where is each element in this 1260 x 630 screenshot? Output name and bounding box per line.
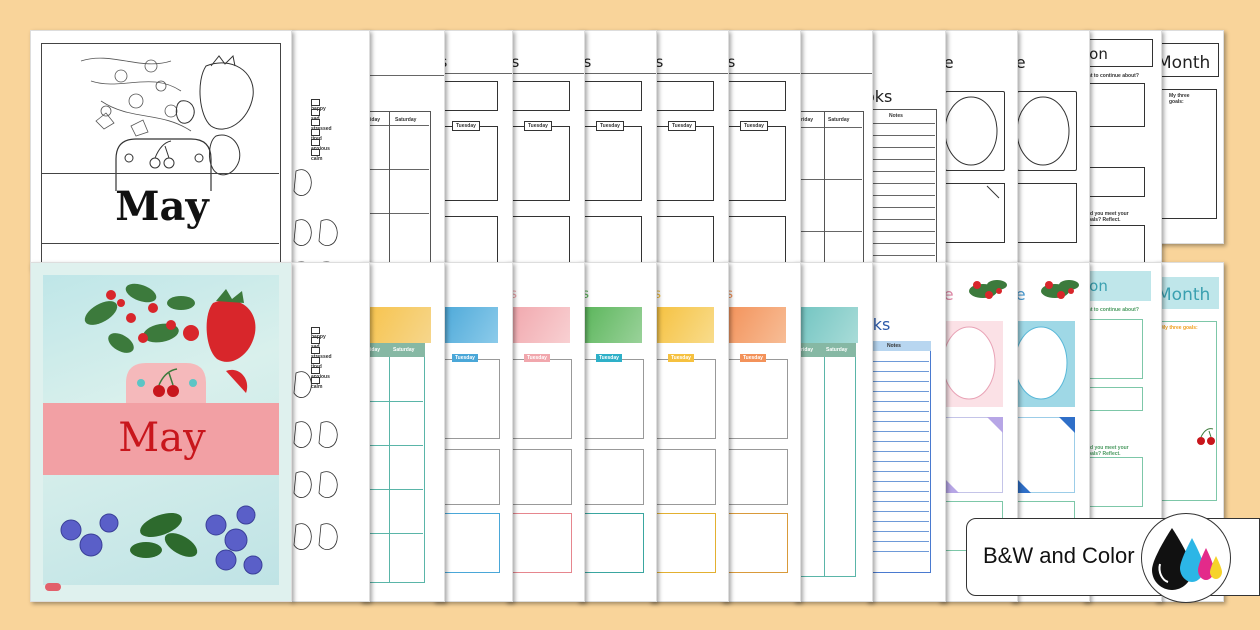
corner-decoration xyxy=(943,417,1003,493)
notes-header: Notes xyxy=(889,113,903,119)
ink-drops-icon xyxy=(1141,513,1231,603)
mood-calm: calm xyxy=(311,156,323,162)
tuesday-tag: Tuesday xyxy=(668,354,694,362)
big-strawberry-sketch xyxy=(199,62,254,130)
month-title: Month xyxy=(1157,53,1211,73)
bw-month-page[interactable]: Month My three goals: xyxy=(1154,30,1224,244)
mood-anxious: anxious xyxy=(311,146,330,152)
bw-space-page-1[interactable]: ce xyxy=(938,30,1018,270)
color-week-page[interactable]: Friday Saturday xyxy=(360,262,445,602)
saturday-header: Saturday xyxy=(395,117,417,123)
reflection-title: ion xyxy=(1085,45,1108,63)
bw-and-color-badge: B&W and Color xyxy=(966,513,1260,603)
bw-cover-page[interactable]: May xyxy=(30,30,292,270)
mood-calm: calm xyxy=(311,384,323,390)
mood-stressed: stressed xyxy=(311,126,332,132)
month-title: Month xyxy=(1157,285,1211,305)
bw-weekend-page[interactable]: Friday Saturday xyxy=(793,30,873,270)
blueberries-illustration xyxy=(60,505,263,575)
cover-month-title: May xyxy=(115,183,209,230)
tuesday-tag: Tuesday xyxy=(524,121,552,131)
bw-plans-page-4[interactable]: ns Tuesday xyxy=(649,30,729,270)
cherry-arch xyxy=(126,363,206,418)
cherries-icon xyxy=(1197,428,1215,445)
bw-week-page[interactable]: Friday Saturday xyxy=(360,30,445,270)
bw-books-page[interactable]: oks Notes xyxy=(866,30,946,270)
bw-plans-page-5[interactable]: ns Tuesday xyxy=(721,30,801,270)
continue-prompt: ant to continue about? xyxy=(1085,307,1139,313)
strawberry-doodles xyxy=(293,169,338,269)
bw-space-page-2[interactable]: ce xyxy=(1010,30,1090,270)
books-title: oks xyxy=(866,87,893,106)
tuesday-tag: Tuesday xyxy=(740,121,768,131)
cover-month-band xyxy=(43,403,279,475)
strawberry-plant-sketch xyxy=(80,54,254,191)
corner-decoration xyxy=(1015,417,1075,493)
mood-anxious: anxious xyxy=(311,374,330,380)
continue-prompt: ant to continue about? xyxy=(1085,73,1139,79)
badge-label: B&W and Color xyxy=(983,543,1135,568)
ink-drops-icon-svg xyxy=(1152,528,1222,590)
saturday-header: Saturday xyxy=(828,117,850,123)
notes-header: Notes xyxy=(887,343,901,349)
cherries-icon xyxy=(153,368,179,397)
meet-goals-prompt: Did you meet your goals? Reflect. xyxy=(1085,445,1129,457)
color-weekend-page[interactable]: Friday Saturday xyxy=(793,262,873,602)
meet-goals-prompt: Did you meet your goals? Reflect. xyxy=(1085,211,1129,223)
large-strawberry-icon xyxy=(206,289,256,362)
saturday-header: Saturday xyxy=(393,347,415,353)
bw-plans-page-2[interactable]: ns Tuesday xyxy=(505,30,585,270)
color-plans-page-3[interactable]: ns Tuesday xyxy=(577,262,657,602)
cover-month-title: May xyxy=(118,415,206,461)
strawberry-plant-illustration xyxy=(84,283,256,393)
color-plans-page-1[interactable]: ns Tuesday xyxy=(433,262,513,602)
cherries-sketch xyxy=(149,140,175,169)
strawberry-doodles xyxy=(293,371,338,550)
color-plans-page-2[interactable]: ns Tuesday xyxy=(505,262,585,602)
three-goals-prompt: My three goals: xyxy=(1161,325,1198,331)
friday-header: Friday xyxy=(365,117,381,123)
tuesday-tag: Tuesday xyxy=(740,354,766,362)
color-plans-page-5[interactable]: ns Tuesday xyxy=(721,262,801,602)
tuesday-tag: Tuesday xyxy=(668,121,696,131)
tuesday-tag: Tuesday xyxy=(596,121,624,131)
three-goals-prompt: My three goals: xyxy=(1169,93,1190,105)
strawberry-sprig-icon xyxy=(1041,280,1079,299)
friday-header: Friday xyxy=(365,347,381,353)
color-mood-page[interactable]: happy sad stressed tired anxious calm xyxy=(290,262,370,602)
color-plans-page-4[interactable]: ns Tuesday xyxy=(649,262,729,602)
tuesday-tag: Tuesday xyxy=(596,354,622,362)
brand-logo xyxy=(45,583,61,591)
saturday-header: Saturday xyxy=(826,347,848,353)
friday-header: Friday xyxy=(798,117,814,123)
bw-mood-page[interactable]: happy sad stressed tired anxious calm xyxy=(290,30,370,270)
tuesday-tag: Tuesday xyxy=(452,354,478,362)
tuesday-tag: Tuesday xyxy=(452,121,480,131)
reflection-title: ion xyxy=(1085,277,1108,295)
color-books-page[interactable]: oks Notes xyxy=(866,262,946,602)
tuesday-tag: Tuesday xyxy=(524,354,550,362)
mood-stressed: stressed xyxy=(311,354,332,360)
strawberry-sprig-icon xyxy=(969,280,1007,299)
bw-plans-page-3[interactable]: ns Tuesday xyxy=(577,30,657,270)
cover-arch xyxy=(115,138,212,191)
friday-header: Friday xyxy=(798,347,814,353)
bw-plans-page-1[interactable]: ns Tuesday xyxy=(433,30,513,270)
color-cover-page[interactable]: May xyxy=(30,262,292,602)
bw-reflection-page[interactable]: ion ant to continue about? Did you meet … xyxy=(1082,30,1162,270)
